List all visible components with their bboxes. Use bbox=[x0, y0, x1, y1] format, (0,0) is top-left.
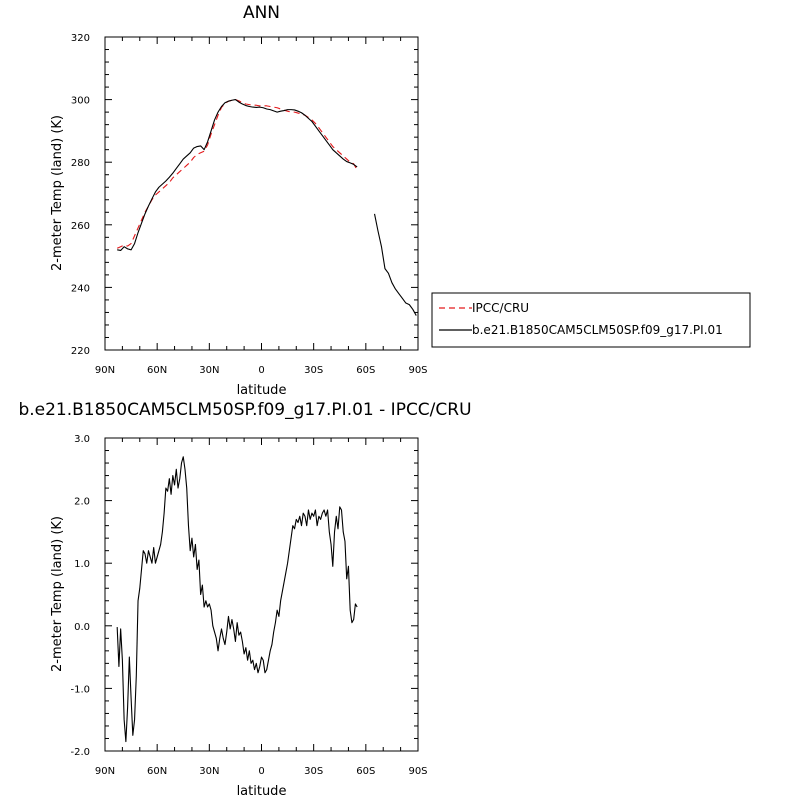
y-tick-labels: -2.0 -1.0 0.0 1.0 2.0 3.0 bbox=[70, 434, 90, 758]
x-tick-label: 30S bbox=[304, 766, 323, 777]
x-tick-label: 60S bbox=[356, 365, 375, 376]
x-tick-label: 90N bbox=[95, 365, 115, 376]
y-tick-label: -1.0 bbox=[70, 684, 90, 695]
tick-marks bbox=[104, 437, 419, 752]
chart-difference: b.e21.B1850CAM5CLM50SP.f09_g17.PI.01 - I… bbox=[18, 400, 471, 799]
series-line-difference bbox=[116, 456, 358, 743]
y-tick-label: 3.0 bbox=[74, 434, 90, 445]
series-line-ipcc-cru bbox=[116, 99, 358, 249]
x-tick-label: 30N bbox=[199, 766, 219, 777]
x-axis-label: latitude bbox=[237, 383, 287, 398]
x-tick-label: 90S bbox=[408, 365, 427, 376]
tick-marks bbox=[104, 36, 419, 351]
x-tick-labels: 90N 60N 30N 0 30S 60S 90S bbox=[95, 766, 428, 777]
y-tick-label: -2.0 bbox=[70, 747, 90, 758]
series-lines bbox=[116, 99, 417, 316]
y-tick-label: 2.0 bbox=[74, 497, 90, 508]
y-axis-label: 2-meter Temp (land) (K) bbox=[50, 516, 65, 672]
x-tick-label: 30S bbox=[304, 365, 323, 376]
plot-frame bbox=[104, 36, 419, 351]
legend-label-ipcc-cru: IPCC/CRU bbox=[472, 301, 529, 315]
series-line-b-e21-b1850cam5clm50sp-f09-g17-pi-01 bbox=[117, 99, 417, 316]
x-tick-label: 60N bbox=[147, 766, 167, 777]
x-tick-label: 90N bbox=[95, 766, 115, 777]
x-tick-label: 90S bbox=[408, 766, 427, 777]
y-tick-label: 300 bbox=[71, 96, 90, 107]
x-tick-label: 60N bbox=[147, 365, 167, 376]
chart-annual-temperature: ANN 90N 60N 30N 0 30S 60S 90S 220 240 260 280 300 3… bbox=[50, 3, 751, 398]
y-axis-label: 2-meter Temp (land) (K) bbox=[50, 115, 65, 271]
x-tick-label: 0 bbox=[258, 365, 264, 376]
y-tick-label: 220 bbox=[71, 346, 90, 357]
y-tick-labels: 220 240 260 280 300 320 bbox=[71, 33, 90, 357]
series-lines bbox=[116, 456, 358, 743]
y-tick-label: 260 bbox=[71, 221, 90, 232]
y-tick-label: 320 bbox=[71, 33, 90, 44]
legend-label-model: b.e21.B1850CAM5CLM50SP.f09_g17.PI.01 bbox=[472, 323, 723, 337]
plot-frame bbox=[104, 437, 419, 752]
legend-box bbox=[431, 292, 751, 348]
chart-title: b.e21.B1850CAM5CLM50SP.f09_g17.PI.01 - I… bbox=[18, 400, 471, 420]
x-tick-labels: 90N 60N 30N 0 30S 60S 90S bbox=[95, 365, 428, 376]
x-tick-label: 30N bbox=[199, 365, 219, 376]
y-tick-label: 240 bbox=[71, 283, 90, 294]
x-tick-label: 0 bbox=[258, 766, 264, 777]
y-tick-label: 0.0 bbox=[74, 622, 90, 633]
y-tick-label: 280 bbox=[71, 158, 90, 169]
y-tick-label: 1.0 bbox=[74, 559, 90, 570]
x-axis-label: latitude bbox=[237, 784, 287, 799]
x-tick-label: 60S bbox=[356, 766, 375, 777]
legend: IPCC/CRU b.e21.B1850CAM5CLM50SP.f09_g17.… bbox=[431, 292, 751, 348]
chart-title: ANN bbox=[243, 3, 280, 23]
